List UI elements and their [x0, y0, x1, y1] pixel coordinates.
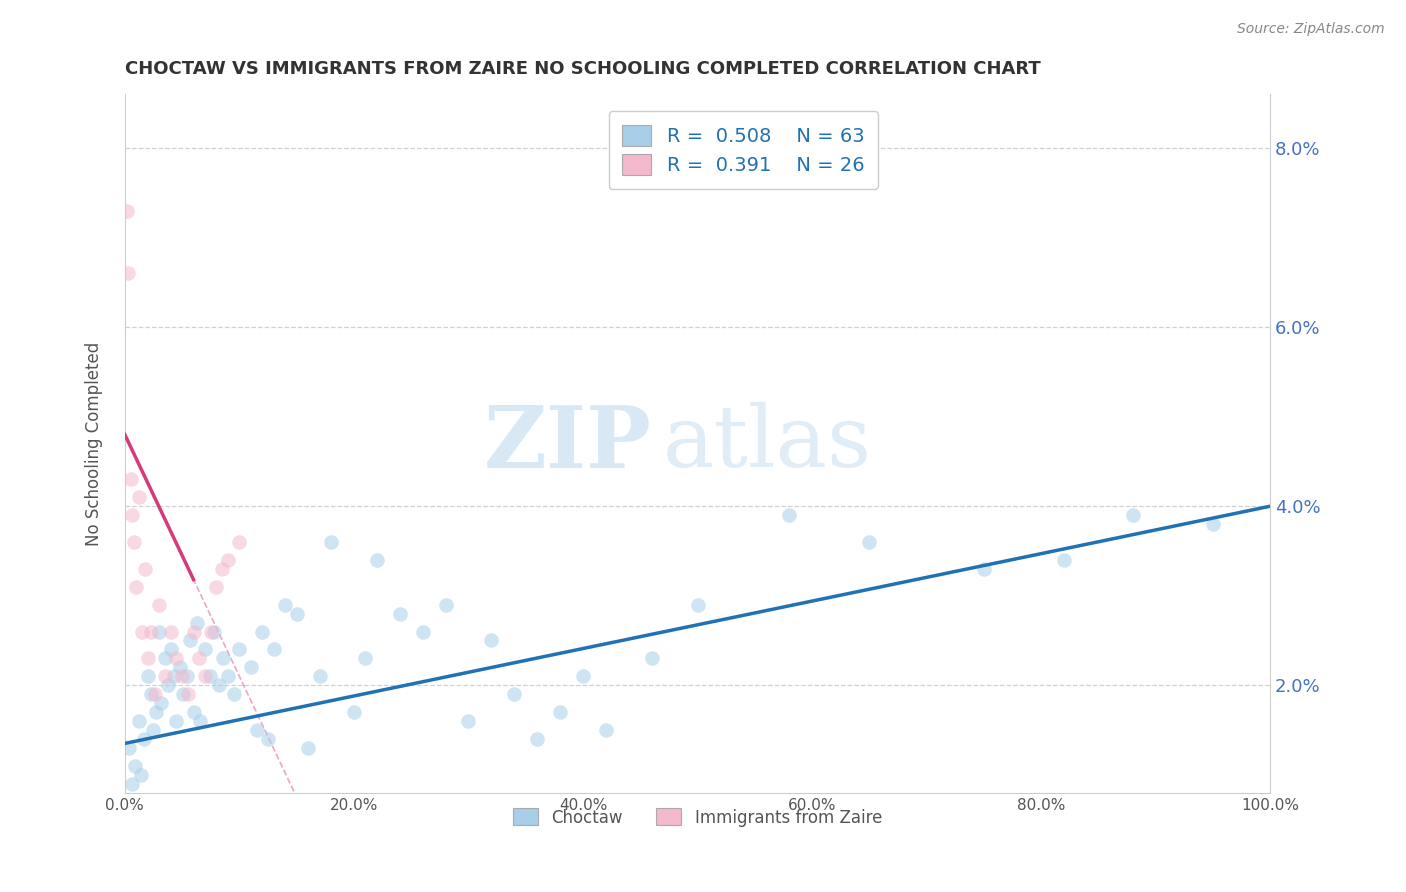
- Point: [222, 687, 245, 701]
- Point: [245, 723, 267, 737]
- Point: [134, 731, 156, 746]
- Point: [308, 669, 330, 683]
- Point: [228, 535, 250, 549]
- Point: [217, 669, 239, 683]
- Legend: Choctaw, Immigrants from Zaire: Choctaw, Immigrants from Zaire: [506, 802, 889, 833]
- Point: [388, 607, 411, 621]
- Point: [319, 535, 342, 549]
- Point: [128, 714, 150, 728]
- Point: [208, 678, 231, 692]
- Point: [177, 687, 200, 701]
- Point: [186, 615, 208, 630]
- Point: [122, 535, 145, 549]
- Point: [172, 687, 194, 701]
- Point: [153, 651, 176, 665]
- Point: [148, 598, 170, 612]
- Text: CHOCTAW VS IMMIGRANTS FROM ZAIRE NO SCHOOLING COMPLETED CORRELATION CHART: CHOCTAW VS IMMIGRANTS FROM ZAIRE NO SCHO…: [125, 60, 1040, 78]
- Point: [239, 660, 262, 674]
- Point: [973, 562, 995, 576]
- Point: [124, 759, 146, 773]
- Point: [172, 669, 194, 683]
- Point: [354, 651, 377, 665]
- Point: [157, 678, 180, 692]
- Point: [1202, 517, 1225, 532]
- Point: [159, 624, 181, 639]
- Point: [141, 687, 163, 701]
- Point: [778, 508, 800, 523]
- Point: [274, 598, 297, 612]
- Point: [457, 714, 479, 728]
- Point: [120, 472, 142, 486]
- Point: [153, 669, 176, 683]
- Point: [572, 669, 595, 683]
- Point: [198, 669, 221, 683]
- Point: [503, 687, 526, 701]
- Point: [343, 705, 366, 719]
- Point: [211, 562, 233, 576]
- Point: [150, 696, 173, 710]
- Point: [217, 553, 239, 567]
- Point: [205, 580, 228, 594]
- Point: [136, 651, 159, 665]
- Point: [194, 669, 217, 683]
- Point: [1053, 553, 1076, 567]
- Point: [141, 624, 163, 639]
- Point: [183, 624, 205, 639]
- Point: [145, 705, 167, 719]
- Point: [188, 651, 211, 665]
- Point: [117, 267, 139, 281]
- Point: [686, 598, 709, 612]
- Point: [479, 633, 502, 648]
- Point: [228, 642, 250, 657]
- Point: [1122, 508, 1144, 523]
- Point: [252, 624, 274, 639]
- Point: [129, 768, 152, 782]
- Point: [121, 508, 143, 523]
- Point: [142, 723, 165, 737]
- Point: [183, 705, 205, 719]
- Point: [548, 705, 571, 719]
- Point: [297, 740, 319, 755]
- Point: [200, 624, 222, 639]
- Point: [176, 669, 198, 683]
- Y-axis label: No Schooling Completed: No Schooling Completed: [86, 342, 103, 546]
- Point: [595, 723, 617, 737]
- Text: Source: ZipAtlas.com: Source: ZipAtlas.com: [1237, 22, 1385, 37]
- Point: [148, 624, 170, 639]
- Point: [641, 651, 664, 665]
- Point: [412, 624, 434, 639]
- Point: [179, 633, 201, 648]
- Point: [128, 490, 150, 504]
- Text: ZIP: ZIP: [484, 401, 652, 485]
- Point: [165, 714, 187, 728]
- Point: [159, 642, 181, 657]
- Point: [190, 714, 212, 728]
- Point: [134, 562, 156, 576]
- Point: [285, 607, 308, 621]
- Point: [136, 669, 159, 683]
- Point: [366, 553, 388, 567]
- Point: [858, 535, 880, 549]
- Point: [202, 624, 225, 639]
- Point: [526, 731, 548, 746]
- Point: [118, 740, 141, 755]
- Point: [263, 642, 285, 657]
- Point: [169, 660, 191, 674]
- Point: [165, 651, 187, 665]
- Point: [212, 651, 235, 665]
- Point: [115, 203, 138, 218]
- Point: [131, 624, 153, 639]
- Point: [434, 598, 457, 612]
- Point: [143, 687, 166, 701]
- Point: [121, 777, 143, 791]
- Point: [163, 669, 186, 683]
- Point: [194, 642, 217, 657]
- Point: [125, 580, 148, 594]
- Text: atlas: atlas: [664, 402, 872, 485]
- Point: [257, 731, 280, 746]
